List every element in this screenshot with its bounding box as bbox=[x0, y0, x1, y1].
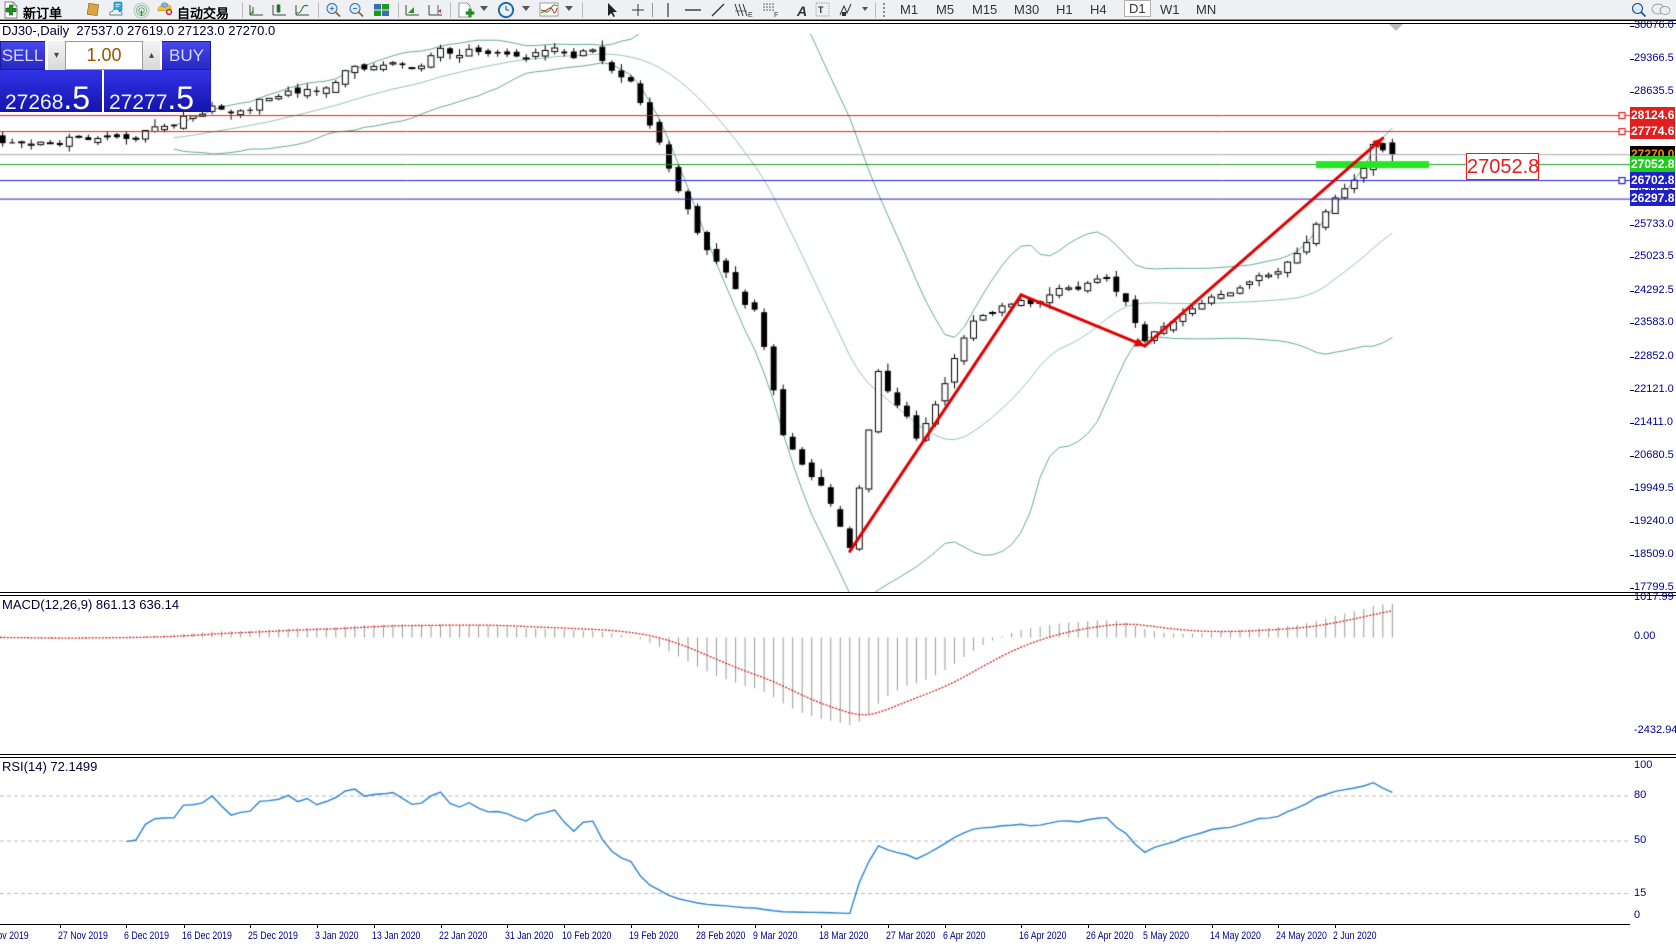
svg-text:E: E bbox=[748, 12, 753, 18]
svg-text:T: T bbox=[818, 5, 824, 15]
svg-text:F: F bbox=[774, 12, 778, 18]
